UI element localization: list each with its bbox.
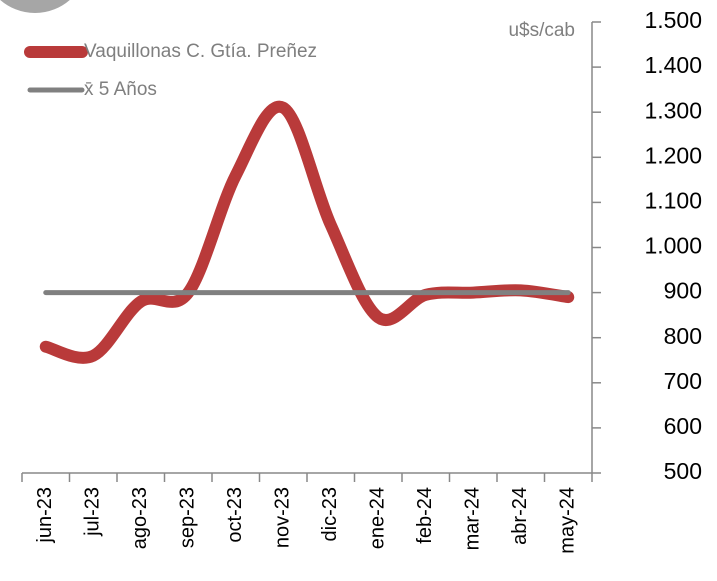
x-tick-label: ene-24 <box>367 487 389 549</box>
x-tick-label: abr-24 <box>509 487 531 545</box>
x-tick-label: mar-24 <box>462 487 484 550</box>
x-tick-label: oct-23 <box>224 487 246 543</box>
y-tick-label: 1.100 <box>644 187 702 213</box>
y-tick-label: 900 <box>664 278 702 304</box>
y-axis-label: u$s/cab <box>508 20 575 41</box>
x-tick-label: ago-23 <box>129 487 151 549</box>
legend-label: Vaquillonas C. Gtía. Preñez <box>84 41 317 62</box>
y-tick-label: 800 <box>664 323 702 349</box>
x-tick-label: may-24 <box>557 487 579 554</box>
x-tick-label: dic-23 <box>319 487 341 541</box>
y-tick-label: 700 <box>664 368 702 394</box>
y-tick-label: 1.500 <box>644 7 702 33</box>
y-tick-label: 1.300 <box>644 97 702 123</box>
series-line <box>39 100 575 364</box>
y-tick-label: 1.200 <box>644 142 702 168</box>
x-tick-label: feb-24 <box>414 487 436 544</box>
corner-badge <box>0 0 76 17</box>
y-tick-label: 1.400 <box>644 52 702 78</box>
x-tick-label: sep-23 <box>177 487 199 548</box>
x-tick-label: jul-23 <box>82 487 104 537</box>
y-tick-label: 500 <box>664 458 702 484</box>
x-tick-label: nov-23 <box>272 487 294 548</box>
legend-label: x̄ 5 Años <box>84 79 157 100</box>
x-tick-label: jun-23 <box>34 487 56 544</box>
y-tick-label: 600 <box>664 413 702 439</box>
y-tick-label: 1.000 <box>644 233 702 259</box>
